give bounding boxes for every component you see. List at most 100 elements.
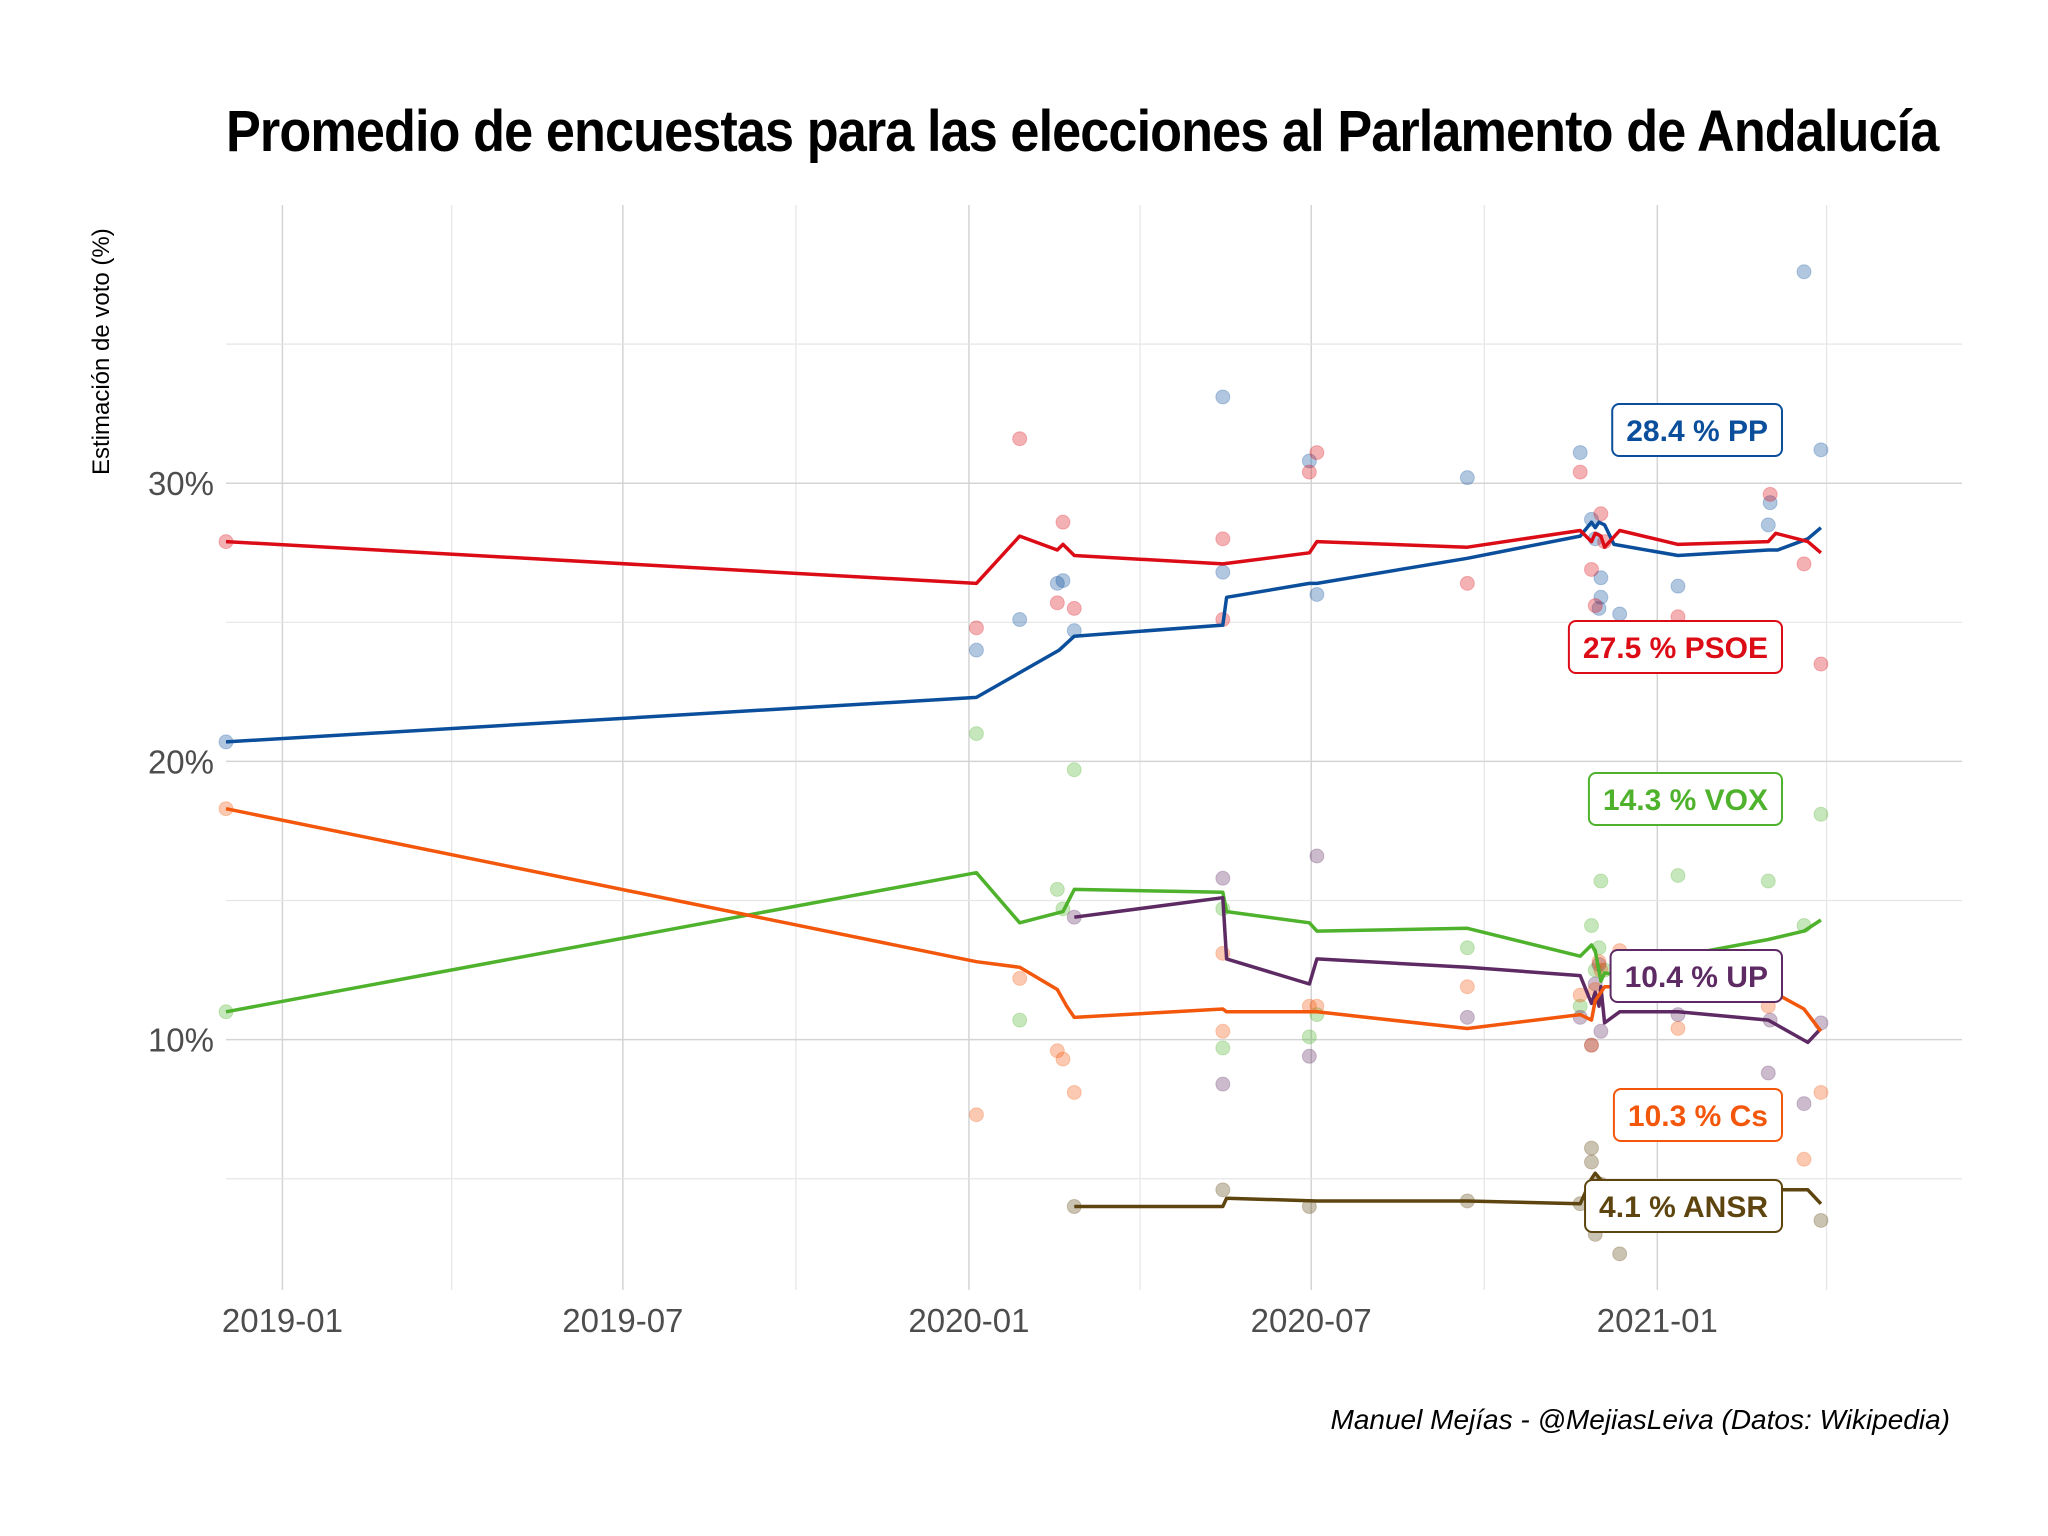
point-vox [1459, 940, 1475, 956]
x-tick-label: 2020-07 [1251, 1302, 1372, 1339]
end-label-cs: 10.3 % Cs [1612, 1088, 1783, 1142]
end-label-text-psoe: 27.5 % PSOE [1583, 632, 1768, 665]
line-up [1074, 895, 1823, 1045]
point-pp [1762, 495, 1778, 511]
point-psoe [1796, 556, 1812, 572]
point-pp [1459, 470, 1475, 486]
point-ansr [1813, 1212, 1829, 1228]
point-up [1309, 848, 1325, 864]
line-pp [225, 520, 1823, 744]
end-label-box-cs [1612, 1088, 1783, 1142]
point-vox [1049, 881, 1065, 897]
end-label-pp: 28.4 % PP [1611, 403, 1783, 457]
point-vox [968, 726, 984, 742]
point-pp [1796, 264, 1812, 280]
point-psoe [1012, 431, 1028, 447]
point-vox [1583, 918, 1599, 934]
point-cs [1066, 1084, 1082, 1100]
end-label-up: 10.4 % UP [1609, 949, 1783, 1003]
point-pp [1760, 517, 1776, 533]
end-label-ansr: 4.1 % ANSR [1584, 1179, 1783, 1233]
y-tick-label: 30% [148, 465, 214, 502]
point-cs [1459, 979, 1475, 995]
point-up [1215, 870, 1231, 886]
point-pp [1813, 442, 1829, 458]
point-psoe [1301, 464, 1317, 480]
end-label-vox: 14.3 % VOX [1587, 772, 1783, 826]
point-psoe [1066, 600, 1082, 616]
y-tick-label: 10% [148, 1022, 214, 1059]
point-pp [1215, 389, 1231, 405]
point-vox [1670, 867, 1686, 883]
point-pp [1612, 606, 1628, 622]
point-psoe [1309, 445, 1325, 461]
point-pp [1670, 578, 1686, 594]
point-psoe [1762, 486, 1778, 502]
point-vox [1012, 1012, 1028, 1028]
grid-layer [226, 205, 1962, 1290]
end-label-box-ansr [1584, 1179, 1783, 1233]
labels-layer: 28.4 % PP 27.5 % PSOE 14.3 % VOX 10.4 % UP 1… [1567, 403, 1783, 1233]
end-label-box-pp [1611, 403, 1783, 457]
point-pp [968, 642, 984, 658]
end-label-box-up [1609, 949, 1783, 1003]
end-label-text-vox: 14.3 % VOX [1603, 784, 1768, 817]
point-psoe [1049, 595, 1065, 611]
point-cs [1583, 1037, 1599, 1053]
point-up [1583, 1037, 1599, 1053]
point-pp [1049, 575, 1065, 591]
lines-layer [225, 520, 1823, 1209]
chart-caption: Manuel Mejías - @MejiasLeiva (Datos: Wik… [1330, 1404, 1951, 1435]
end-label-psoe: 27.5 % PSOE [1567, 620, 1783, 674]
point-vox [1066, 762, 1082, 778]
x-tick-label: 2019-01 [222, 1302, 343, 1339]
point-psoe [968, 620, 984, 636]
point-pp [1215, 564, 1231, 580]
point-cs [1049, 1043, 1065, 1059]
point-pp [1583, 511, 1599, 527]
end-label-box-vox [1587, 772, 1783, 826]
point-psoe [1215, 531, 1231, 547]
point-pp [1593, 570, 1609, 586]
point-vox [1301, 1029, 1317, 1045]
point-vox [1593, 873, 1609, 889]
point-psoe [1583, 561, 1599, 577]
x-tick-label: 2019-07 [562, 1302, 683, 1339]
point-vox [1215, 1040, 1231, 1056]
points-layer [218, 264, 1829, 1262]
point-up [1459, 1009, 1475, 1025]
point-ansr [1583, 1154, 1599, 1170]
point-psoe [1572, 464, 1588, 480]
x-tick-label: 2021-01 [1597, 1302, 1718, 1339]
y-tick-label: 20% [148, 743, 214, 780]
point-pp [1572, 445, 1588, 461]
point-cs [1796, 1151, 1812, 1167]
point-psoe [1055, 514, 1071, 530]
axis-layer: 10% 20% 30% 2019-01 2019-07 2020-01 2020-07 202… [148, 465, 1718, 1339]
end-label-box-psoe [1567, 620, 1783, 674]
point-ansr [1612, 1246, 1628, 1262]
point-cs [1670, 1020, 1686, 1036]
point-psoe [1593, 506, 1609, 522]
point-pp [1593, 589, 1609, 605]
point-cs [1012, 970, 1028, 986]
point-up [1215, 1076, 1231, 1092]
line-psoe [225, 528, 1823, 586]
point-ansr [1583, 1140, 1599, 1156]
end-label-text-pp: 28.4 % PP [1626, 415, 1768, 448]
point-up [1796, 1096, 1812, 1112]
point-cs [1813, 1084, 1829, 1100]
point-pp [1055, 573, 1071, 589]
point-psoe [1813, 656, 1829, 672]
point-ansr [1215, 1182, 1231, 1198]
point-cs [1055, 1051, 1071, 1067]
point-pp [1309, 586, 1325, 602]
point-vox [1760, 873, 1776, 889]
point-psoe [1587, 598, 1603, 614]
point-up [1760, 1065, 1776, 1081]
point-up [1301, 1048, 1317, 1064]
end-label-text-ansr: 4.1 % ANSR [1599, 1191, 1768, 1224]
point-pp [1012, 612, 1028, 628]
point-cs [968, 1107, 984, 1123]
